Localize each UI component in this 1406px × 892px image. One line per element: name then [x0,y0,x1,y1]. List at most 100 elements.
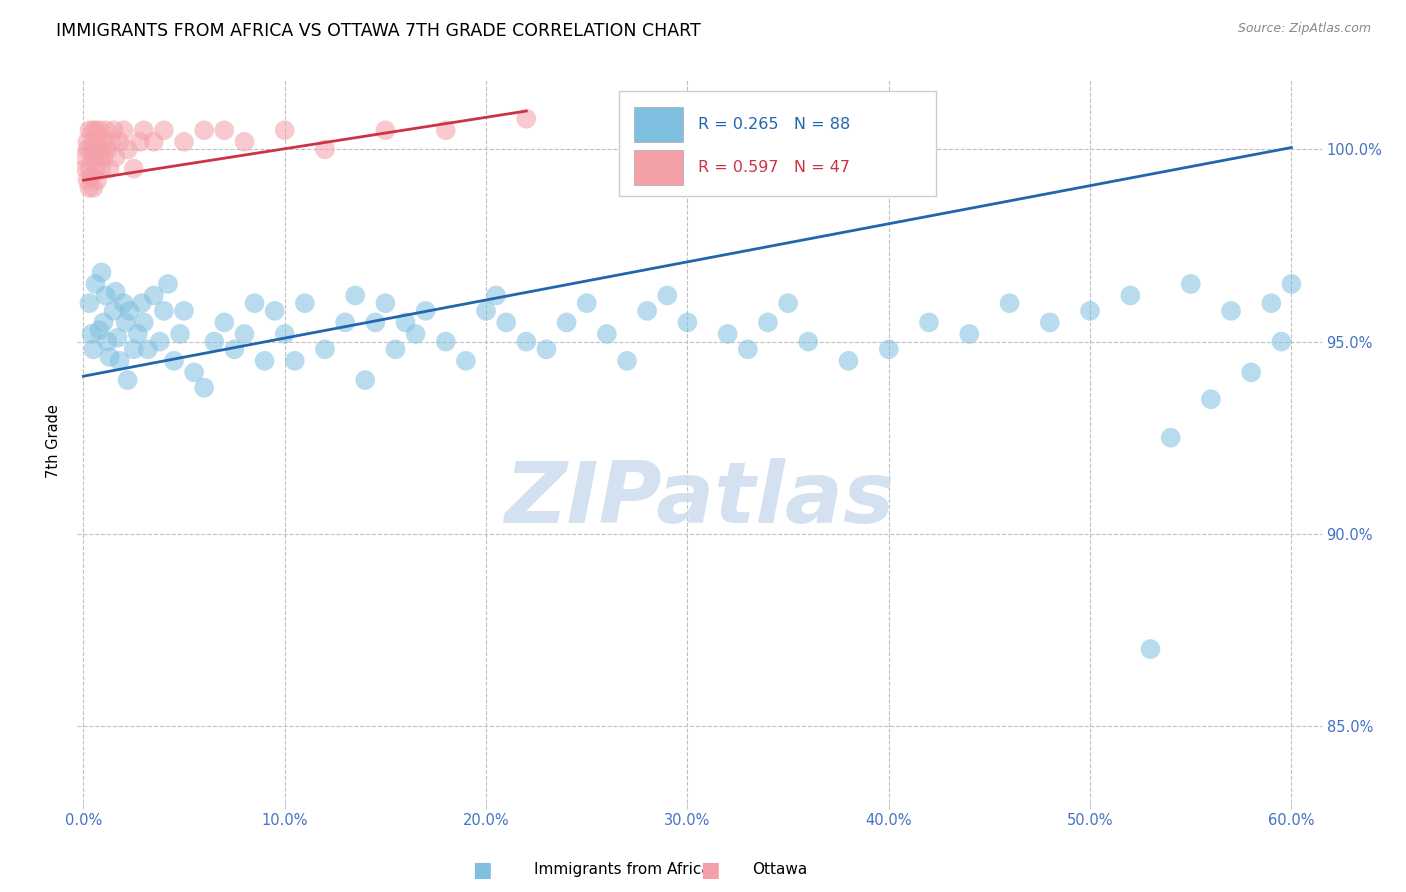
Point [837,354,859,368]
Point [253,354,276,368]
Point [100,135,122,149]
Point [636,304,658,318]
Point [107,331,129,345]
Point [214,123,236,137]
Point [132,123,155,137]
Point [173,135,195,149]
Point [405,326,427,341]
Point [233,326,256,341]
Point [193,123,215,137]
Point [149,334,172,349]
Point [1281,277,1303,291]
Point [90,265,112,279]
Point [515,112,537,126]
Point [1199,392,1222,407]
Point [877,343,900,357]
Point [132,315,155,329]
Point [75,161,97,176]
Point [1078,304,1101,318]
Point [76,173,98,187]
Point [86,173,108,187]
Text: ■: ■ [472,860,492,880]
Point [84,277,107,291]
Point [434,123,457,137]
Point [117,373,139,387]
Point [374,296,396,310]
Point [756,315,779,329]
Point [79,296,101,310]
Text: IMMIGRANTS FROM AFRICA VS OTTAWA 7TH GRADE CORRELATION CHART: IMMIGRANTS FROM AFRICA VS OTTAWA 7TH GRA… [56,22,702,40]
Point [778,296,800,310]
Point [394,315,416,329]
Text: Source: ZipAtlas.com: Source: ZipAtlas.com [1237,22,1371,36]
Point [918,315,941,329]
Point [76,135,98,149]
Point [169,326,191,341]
Point [495,315,517,329]
FancyBboxPatch shape [634,151,683,185]
Point [274,123,297,137]
Point [104,285,127,299]
Point [596,326,619,341]
Point [536,343,558,357]
Text: ■: ■ [700,860,720,880]
Point [93,135,115,149]
Point [142,288,165,302]
Point [657,288,679,302]
Point [114,315,136,329]
Point [86,143,108,157]
Point [998,296,1021,310]
Point [475,304,498,318]
Point [1220,304,1243,318]
Point [93,150,115,164]
Point [737,343,759,357]
Y-axis label: 7th Grade: 7th Grade [46,405,62,478]
Point [957,326,980,341]
Text: ZIPatlas: ZIPatlas [505,458,894,541]
Point [98,350,121,364]
Point [79,161,101,176]
Point [75,150,97,164]
Point [80,169,103,184]
Point [118,304,141,318]
Point [142,135,165,149]
Point [214,315,236,329]
FancyBboxPatch shape [619,91,936,196]
Point [128,135,150,149]
Point [80,326,103,341]
Point [374,123,396,137]
Point [96,334,118,349]
Point [575,296,598,310]
Point [1180,277,1202,291]
Point [364,315,387,329]
Point [131,296,153,310]
Point [233,135,256,149]
Point [79,123,101,137]
Point [224,343,246,357]
Point [153,123,176,137]
Point [555,315,578,329]
Point [82,123,104,137]
Point [415,304,437,318]
Point [314,343,336,357]
Text: R = 0.597   N = 47: R = 0.597 N = 47 [699,161,851,175]
Point [163,354,186,368]
Point [434,334,457,349]
Point [515,334,537,349]
Point [454,354,477,368]
Point [263,304,285,318]
Point [79,181,101,195]
Point [153,304,176,318]
Point [82,135,104,149]
Point [90,161,112,176]
Point [1260,296,1282,310]
Point [112,123,135,137]
Point [112,296,135,310]
Point [103,123,125,137]
Text: Ottawa: Ottawa [752,863,807,877]
Point [717,326,740,341]
Point [89,323,111,337]
Point [173,304,195,318]
Point [1160,431,1182,445]
Point [136,343,159,357]
